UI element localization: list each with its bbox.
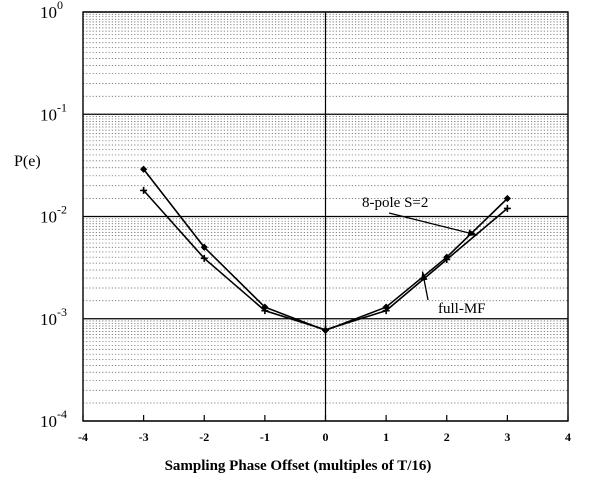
arrowhead [467, 229, 478, 237]
series-annotation-label: full-MF [438, 301, 486, 317]
x-tick-label: -3 [139, 430, 149, 444]
y-tick-label: 10-4 [40, 407, 67, 431]
arrowhead [420, 271, 428, 281]
data-point-diamond [140, 165, 148, 173]
minor-grid [83, 13, 568, 404]
data-point-diamond [200, 243, 208, 251]
y-tick-label: 10-3 [40, 305, 67, 329]
annotation-arrow [388, 212, 478, 236]
x-axis: -4 -3 -2 -1 0 1 2 3 4 [78, 415, 571, 444]
y-tick-label: 100 [40, 0, 63, 22]
x-tick-label: -4 [78, 430, 88, 444]
annotation-layer: 8-pole S=2 full-MF [362, 195, 486, 317]
x-tick-label: 3 [504, 430, 510, 444]
data-point-plus [382, 307, 390, 315]
y-axis-label: P(e) [14, 153, 41, 170]
data-point-plus [261, 307, 269, 315]
x-tick-label: -2 [199, 430, 209, 444]
x-tick-label: 0 [323, 430, 329, 444]
data-point-plus [200, 254, 208, 262]
x-tick-label: 4 [565, 430, 571, 444]
x-axis-label: Sampling Phase Offset (multiples of T/16… [165, 458, 432, 474]
data-point-plus [322, 326, 329, 334]
y-tick-label: 10-2 [40, 203, 67, 227]
data-point-plus [443, 255, 451, 263]
x-tick-label: 1 [383, 430, 389, 444]
y-tick-label: 10-1 [40, 100, 67, 124]
x-tick-label: 2 [444, 430, 450, 444]
data-point-diamond [503, 194, 511, 203]
data-point-plus [140, 186, 148, 194]
series-layer [140, 165, 511, 334]
series-annotation-label: 8-pole S=2 [362, 195, 428, 211]
major-grid [83, 11, 568, 422]
data-point-plus [503, 204, 511, 212]
x-tick-label: -1 [260, 430, 270, 444]
y-axis: 10-4 10-3 10-2 10-1 100 [40, 0, 67, 431]
